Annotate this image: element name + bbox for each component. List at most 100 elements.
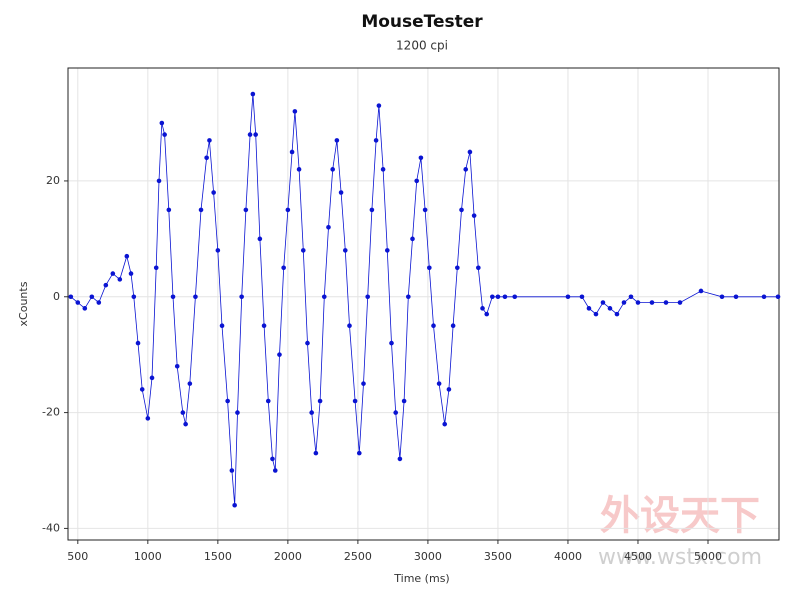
- data-point: [75, 300, 81, 305]
- x-tick-label: 3000: [414, 550, 442, 563]
- y-axis-label: xCounts: [17, 281, 30, 326]
- data-point: [166, 207, 172, 213]
- data-point: [128, 271, 134, 276]
- data-point: [775, 294, 781, 300]
- plot-frame: [67, 67, 780, 541]
- y-tick-label: 20: [46, 174, 60, 187]
- data-point: [174, 363, 180, 369]
- data-point: [305, 340, 310, 346]
- data-point: [384, 248, 390, 253]
- data-point: [219, 323, 225, 329]
- data-point: [476, 265, 481, 271]
- data-point: [193, 294, 198, 300]
- x-axis-label: Time (ms): [393, 572, 449, 585]
- data-point: [296, 167, 302, 172]
- data-point: [170, 294, 176, 300]
- data-point: [247, 132, 253, 137]
- data-point: [342, 248, 348, 253]
- data-point: [265, 398, 271, 404]
- data-point: [436, 381, 442, 386]
- data-point: [459, 207, 464, 213]
- data-point: [512, 294, 518, 300]
- data-point: [397, 456, 403, 462]
- data-point: [96, 300, 102, 305]
- x-tick-label: 1500: [204, 550, 232, 563]
- data-point: [124, 253, 130, 259]
- data-point: [733, 294, 739, 300]
- y-tick-label: 0: [53, 290, 60, 303]
- data-point: [309, 410, 314, 415]
- watermark-url: www.wstx.com: [598, 545, 762, 570]
- data-point: [149, 375, 155, 381]
- data-point: [565, 294, 571, 300]
- data-point: [649, 300, 655, 305]
- data-point: [347, 323, 352, 329]
- data-point: [131, 294, 137, 300]
- data-point: [292, 109, 298, 114]
- data-point: [321, 294, 327, 300]
- data-point: [484, 311, 490, 317]
- x-tick-label: 1000: [134, 550, 162, 563]
- watermark: 外设天下: [600, 493, 760, 539]
- data-point: [281, 265, 286, 271]
- data-point: [180, 410, 186, 415]
- data-point: [663, 300, 669, 305]
- chart-title: MouseTester: [361, 12, 483, 32]
- data-point: [235, 410, 240, 415]
- data-point: [110, 271, 116, 276]
- data-point: [471, 213, 477, 218]
- data-point: [380, 167, 386, 172]
- data-point: [250, 91, 256, 97]
- x-tick-label: 2500: [344, 550, 372, 563]
- data-point: [162, 132, 167, 137]
- data-point: [356, 450, 362, 456]
- data-point: [330, 167, 335, 172]
- data-point: [361, 381, 366, 386]
- data-point: [300, 248, 306, 253]
- data-point: [153, 265, 159, 271]
- data-point: [89, 294, 95, 300]
- data-point: [502, 294, 508, 300]
- data-point: [117, 277, 123, 282]
- data-point: [272, 468, 278, 473]
- data-point: [614, 311, 620, 317]
- data-point: [406, 294, 411, 300]
- data-point: [82, 306, 88, 311]
- data-point: [135, 340, 141, 346]
- y-tick-label: -20: [42, 406, 60, 419]
- data-point: [677, 300, 683, 305]
- data-point: [427, 265, 432, 271]
- data-point: [414, 178, 420, 184]
- data-point: [198, 207, 204, 213]
- data-point: [334, 138, 340, 143]
- data-point: [204, 155, 209, 161]
- data-point: [229, 468, 235, 473]
- data-point: [579, 294, 585, 300]
- data-point: [365, 294, 370, 300]
- data-point: [431, 323, 436, 329]
- data-point: [446, 387, 452, 392]
- data-point: [442, 421, 448, 427]
- data-point: [211, 190, 216, 195]
- data-point: [261, 323, 267, 329]
- data-point: [285, 207, 291, 213]
- data-point: [490, 294, 495, 300]
- data-point: [317, 398, 323, 404]
- data-point: [225, 398, 230, 404]
- data-point: [455, 265, 460, 271]
- data-point: [183, 421, 188, 427]
- data-point: [467, 149, 473, 155]
- data-point: [159, 120, 165, 126]
- data-point: [373, 138, 379, 143]
- data-point: [450, 323, 456, 329]
- data-point: [719, 294, 725, 300]
- data-point: [352, 398, 358, 404]
- data-point: [68, 294, 74, 300]
- x-tick-label: 4000: [554, 550, 582, 563]
- data-point: [289, 149, 295, 155]
- data-point: [410, 236, 415, 242]
- x-tick-label: 500: [67, 550, 88, 563]
- data-point: [145, 416, 151, 421]
